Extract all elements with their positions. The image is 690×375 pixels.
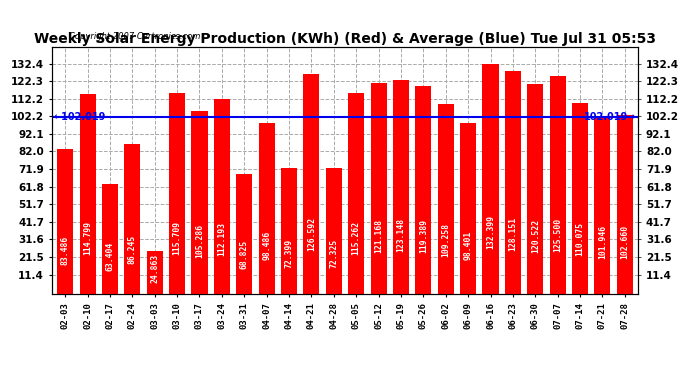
- Bar: [415, 86, 431, 294]
- Bar: [259, 123, 275, 294]
- Text: 132.399: 132.399: [486, 215, 495, 249]
- Bar: [460, 123, 476, 294]
- Bar: [393, 80, 409, 294]
- Text: 121.168: 121.168: [374, 219, 383, 253]
- Bar: [124, 144, 140, 294]
- Bar: [437, 104, 454, 294]
- Bar: [57, 149, 73, 294]
- Text: 123.148: 123.148: [397, 218, 406, 252]
- Bar: [191, 111, 208, 294]
- Text: 98.486: 98.486: [262, 231, 271, 260]
- Title: Weekly Solar Energy Production (KWh) (Red) & Average (Blue) Tue Jul 31 05:53: Weekly Solar Energy Production (KWh) (Re…: [34, 32, 656, 46]
- Text: 72.325: 72.325: [329, 239, 338, 268]
- Text: 68.825: 68.825: [239, 240, 249, 269]
- Text: Copyright 2007 Cartronics.com: Copyright 2007 Cartronics.com: [69, 32, 200, 41]
- Text: 102.660: 102.660: [620, 225, 629, 259]
- Bar: [572, 102, 588, 294]
- Bar: [214, 99, 230, 294]
- Bar: [348, 93, 364, 294]
- Bar: [594, 117, 611, 294]
- Bar: [550, 76, 566, 294]
- Bar: [371, 83, 386, 294]
- Bar: [304, 74, 319, 294]
- Text: 98.401: 98.401: [464, 231, 473, 260]
- Bar: [102, 184, 118, 294]
- Bar: [79, 94, 96, 294]
- Text: 101.946: 101.946: [598, 225, 607, 259]
- Text: 63.404: 63.404: [106, 242, 115, 271]
- Bar: [505, 71, 521, 294]
- Text: 109.258: 109.258: [441, 222, 451, 256]
- Text: 24.863: 24.863: [150, 254, 159, 283]
- Text: 102.019→: 102.019→: [584, 111, 636, 122]
- Bar: [326, 168, 342, 294]
- Text: ←102.019: ←102.019: [54, 111, 106, 122]
- Text: 105.286: 105.286: [195, 224, 204, 258]
- Text: 120.522: 120.522: [531, 219, 540, 253]
- Bar: [482, 64, 499, 294]
- Text: 83.486: 83.486: [61, 236, 70, 265]
- Text: 110.075: 110.075: [575, 222, 584, 256]
- Text: 86.245: 86.245: [128, 235, 137, 264]
- Text: 115.262: 115.262: [352, 220, 361, 255]
- Text: 119.389: 119.389: [419, 219, 428, 254]
- Text: 125.500: 125.500: [553, 217, 562, 252]
- Bar: [147, 251, 163, 294]
- Bar: [527, 84, 543, 294]
- Bar: [281, 168, 297, 294]
- Text: 112.193: 112.193: [217, 222, 226, 256]
- Text: 128.151: 128.151: [509, 216, 518, 250]
- Bar: [617, 116, 633, 294]
- Text: 114.799: 114.799: [83, 221, 92, 255]
- Text: 115.709: 115.709: [172, 220, 181, 255]
- Text: 126.592: 126.592: [307, 217, 316, 251]
- Text: 72.399: 72.399: [284, 239, 293, 268]
- Bar: [169, 93, 185, 294]
- Bar: [236, 174, 253, 294]
